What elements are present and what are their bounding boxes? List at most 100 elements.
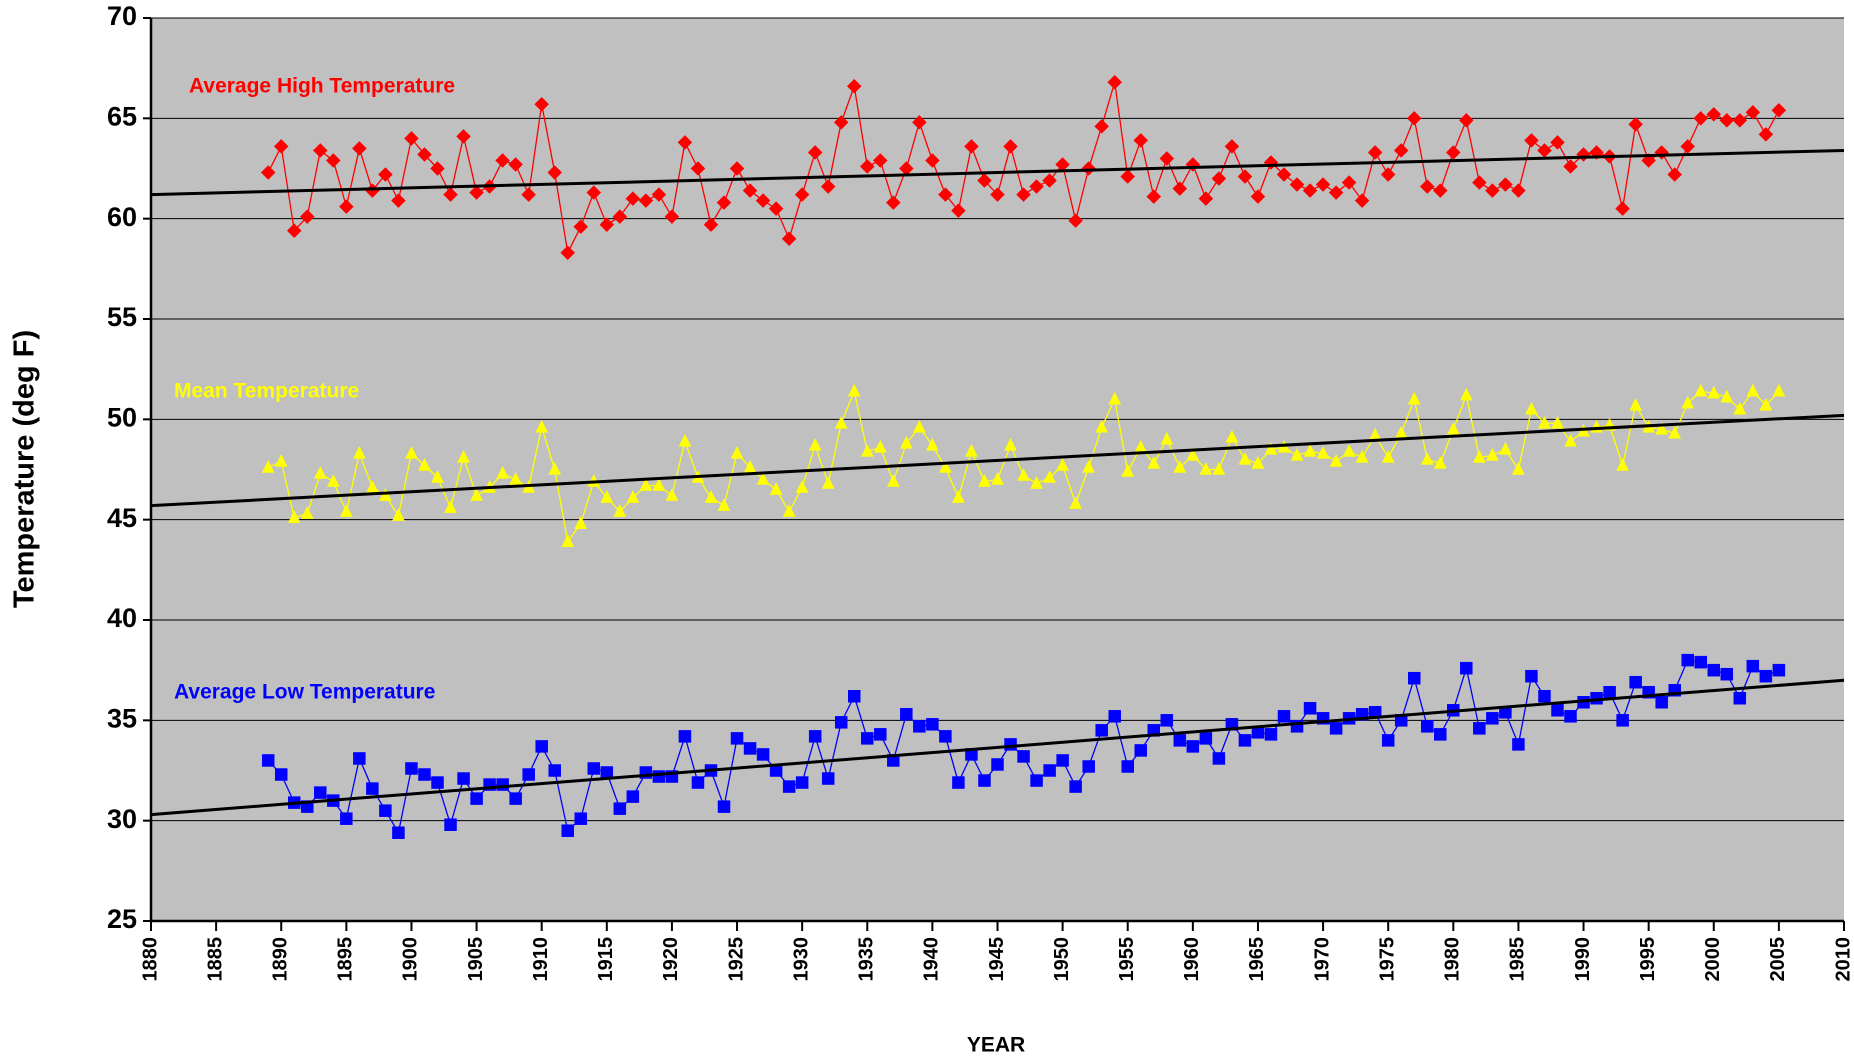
marker xyxy=(1042,173,1057,188)
marker xyxy=(807,145,823,160)
marker xyxy=(1564,710,1577,723)
marker xyxy=(404,131,419,146)
marker xyxy=(652,770,666,783)
marker xyxy=(795,480,809,493)
marker xyxy=(651,187,667,202)
marker xyxy=(756,471,770,485)
marker xyxy=(325,153,341,168)
marker xyxy=(861,732,874,745)
marker xyxy=(1459,387,1473,401)
x-tick-label: 1940 xyxy=(921,937,943,982)
marker xyxy=(352,445,366,459)
marker xyxy=(846,78,862,94)
marker xyxy=(652,477,666,491)
marker xyxy=(469,185,484,200)
marker xyxy=(1525,401,1538,415)
marker xyxy=(1030,774,1043,787)
marker xyxy=(690,161,706,176)
marker xyxy=(1342,443,1356,457)
marker xyxy=(1681,653,1694,667)
marker xyxy=(1381,734,1395,747)
marker xyxy=(1107,74,1123,90)
marker xyxy=(274,768,288,781)
marker xyxy=(1328,185,1344,200)
x-tick-label: 1955 xyxy=(1116,937,1138,982)
marker xyxy=(704,490,718,503)
marker xyxy=(352,141,367,156)
marker xyxy=(560,245,576,261)
marker xyxy=(1511,183,1526,198)
marker xyxy=(1277,710,1291,723)
marker xyxy=(1160,431,1174,445)
marker xyxy=(470,792,483,805)
marker xyxy=(1082,760,1095,773)
marker xyxy=(587,762,601,775)
marker xyxy=(1303,702,1317,715)
marker xyxy=(1472,449,1486,463)
marker xyxy=(261,754,275,767)
marker xyxy=(1720,389,1734,403)
marker xyxy=(431,776,444,789)
marker xyxy=(978,774,991,787)
marker xyxy=(313,465,327,479)
marker xyxy=(1225,429,1239,443)
marker xyxy=(1121,463,1135,477)
marker xyxy=(1512,461,1525,475)
marker xyxy=(444,500,457,513)
x-tick-label: 1965 xyxy=(1246,937,1268,982)
marker xyxy=(339,504,353,517)
marker xyxy=(1498,177,1513,192)
marker xyxy=(521,187,537,202)
marker xyxy=(691,776,705,789)
marker xyxy=(625,191,641,206)
marker xyxy=(273,139,289,154)
marker xyxy=(1458,112,1474,128)
marker xyxy=(1094,119,1110,134)
x-tick-label: 1910 xyxy=(530,937,552,982)
marker xyxy=(769,482,783,495)
marker xyxy=(1628,116,1643,132)
marker xyxy=(1603,685,1616,699)
marker xyxy=(1081,161,1097,176)
marker xyxy=(300,506,314,519)
marker xyxy=(1745,104,1761,120)
marker xyxy=(1121,760,1134,773)
marker xyxy=(1095,419,1109,433)
marker xyxy=(1250,189,1266,204)
marker xyxy=(1276,167,1292,182)
marker xyxy=(1315,177,1331,192)
marker xyxy=(548,461,562,475)
marker xyxy=(742,183,758,198)
marker xyxy=(1043,764,1056,777)
marker xyxy=(1419,179,1435,194)
marker xyxy=(782,780,796,793)
marker xyxy=(1434,728,1447,741)
marker xyxy=(1199,461,1213,475)
marker xyxy=(1720,667,1734,681)
marker xyxy=(561,534,575,547)
x-tick-label: 1925 xyxy=(725,937,747,982)
x-tick-label: 1995 xyxy=(1637,937,1659,982)
marker xyxy=(1198,191,1214,206)
marker xyxy=(1016,187,1031,202)
marker xyxy=(1406,110,1422,126)
x-tick-label: 1890 xyxy=(270,937,292,982)
marker xyxy=(405,762,418,775)
marker xyxy=(509,792,522,805)
marker xyxy=(392,826,405,839)
x-tick-label: 1935 xyxy=(856,937,878,982)
marker xyxy=(730,732,744,745)
marker xyxy=(1212,461,1226,475)
marker xyxy=(978,473,991,487)
marker xyxy=(938,187,953,202)
marker xyxy=(952,776,965,789)
marker xyxy=(677,135,693,150)
marker xyxy=(1655,696,1668,709)
marker xyxy=(886,473,900,487)
marker xyxy=(716,195,732,210)
marker xyxy=(1381,449,1395,463)
marker xyxy=(457,772,470,785)
marker xyxy=(1341,175,1357,190)
x-tick-label: 1885 xyxy=(204,937,226,982)
